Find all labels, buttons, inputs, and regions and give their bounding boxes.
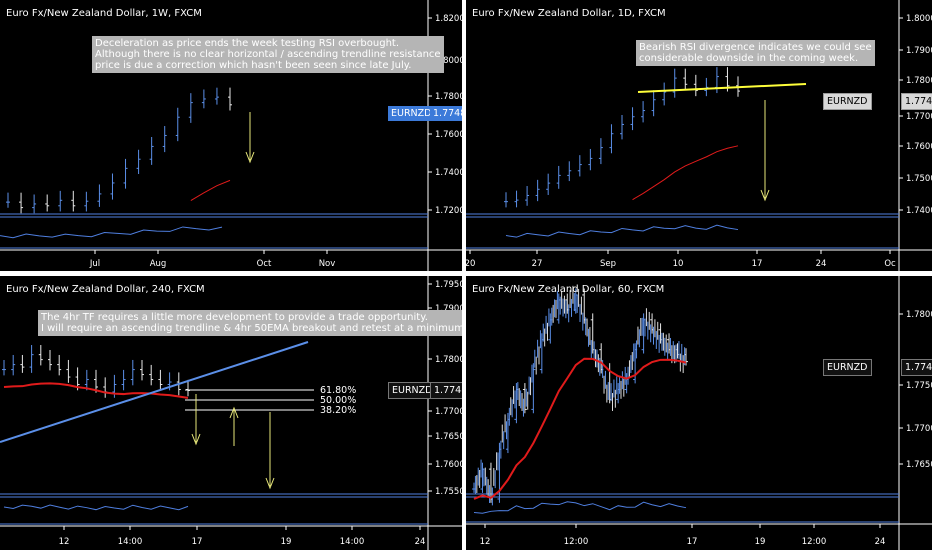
chart-panel-weekly[interactable]: 1.82000 1.80000 1.78000 1.76000 1.74000 1.720… <box>0 0 462 271</box>
1h-chart-svg[interactable]: 1.78000 1.77500 1.77000 1.76500 12 12:00 17 19 1… <box>466 276 932 550</box>
y-tick-label: 1.78000 <box>906 76 932 86</box>
y-tick-label: 1.78000 <box>435 92 462 102</box>
last-price-label: 1.77481 <box>901 93 932 110</box>
x-tick-label: 17 <box>192 537 203 547</box>
chart-panel-daily[interactable]: 1.80000 1.79000 1.78000 1.77000 1.76000 1.750… <box>466 0 932 271</box>
y-tick-label: 1.77000 <box>906 112 932 122</box>
analysis-note: The 4hr TF requires a little more develo… <box>38 310 462 336</box>
resistance-trendline <box>637 83 807 93</box>
symbol-price-tag: EURNZD <box>388 106 435 121</box>
last-price-label: 1.77481 <box>430 382 462 399</box>
ema-line <box>190 179 231 202</box>
x-tick-label: 24 <box>875 537 886 547</box>
y-tick-label: 1.79000 <box>906 46 932 56</box>
y-tick-label: 1.74000 <box>435 168 462 178</box>
note-line: Bearish RSI divergence indicates we coul… <box>639 42 872 53</box>
x-tick-label: 12:00 <box>564 537 589 547</box>
y-tick-label: 1.74000 <box>906 206 932 216</box>
y-tick-label: 1.77500 <box>906 381 932 391</box>
note-line: The 4hr TF requires a little more develo… <box>41 312 428 323</box>
rsi-line <box>473 501 687 514</box>
ema-line <box>3 382 189 399</box>
projection-arrow-head <box>245 151 255 164</box>
y-tick-label: 1.77000 <box>435 407 462 417</box>
y-tick-label: 1.78000 <box>435 355 462 365</box>
x-tick-label: 10 <box>673 259 684 269</box>
daily-chart-svg[interactable]: 1.80000 1.79000 1.78000 1.77000 1.76000 1.750… <box>466 0 932 271</box>
chart-panel-1h[interactable]: 1.78000 1.77500 1.77000 1.76500 12 12:00 17 19 1… <box>466 276 932 550</box>
y-tick-label: 1.76000 <box>435 460 462 470</box>
x-tick-label: 12 <box>480 537 491 547</box>
analysis-note: Deceleration as price ends the week test… <box>92 36 444 73</box>
symbol-tag-label: EURNZD <box>827 96 868 107</box>
projection-arrow-head <box>191 433 201 446</box>
x-tick-label: Nov <box>319 259 336 269</box>
x-tick-label: Oct <box>257 259 272 269</box>
ema-line <box>473 357 687 500</box>
note-line: considerable downside in the coming week… <box>639 53 859 64</box>
y-tick-label: 1.76500 <box>906 460 932 470</box>
last-price-label: 1.77481 <box>430 106 462 121</box>
fib-level-label: 38.20% <box>320 405 356 416</box>
symbol-price-tag: EURNZD <box>823 93 872 110</box>
x-tick-label: Sep <box>600 259 616 269</box>
symbol-tag-label: EURNZD <box>392 385 433 396</box>
symbol-price-tag: EURNZD <box>388 382 437 399</box>
x-tick-label: 12 <box>59 537 70 547</box>
last-price-label: 1.77481 <box>901 359 932 376</box>
x-tick-label: 20 <box>466 259 475 269</box>
analysis-note: Bearish RSI divergence indicates we coul… <box>636 40 875 66</box>
note-line: Deceleration as price ends the week test… <box>95 38 400 49</box>
x-tick-label: 24 <box>816 259 827 269</box>
panel-title: Euro Fx/New Zealand Dollar, 1D, FXCM <box>472 8 666 19</box>
x-tick-label: Oc <box>884 259 896 269</box>
x-tick-label: 19 <box>755 537 766 547</box>
y-tick-label: 1.76500 <box>435 432 462 442</box>
y-tick-label: 1.82000 <box>435 14 462 24</box>
x-tick-label: 14:00 <box>118 537 143 547</box>
symbol-price-tag: EURNZD <box>823 359 872 376</box>
y-tick-label: 1.76000 <box>906 142 932 152</box>
y-tick-label: 1.80000 <box>435 56 462 66</box>
y-tick-label: 1.75000 <box>906 174 932 184</box>
y-tick-label: 1.77000 <box>906 424 932 434</box>
y-tick-label: 1.80000 <box>906 14 932 24</box>
x-tick-label: 17 <box>687 537 698 547</box>
rsi-line <box>505 224 739 238</box>
x-tick-label: 27 <box>532 259 543 269</box>
y-tick-label: 1.76000 <box>435 130 462 140</box>
y-tick-label: 1.75500 <box>435 487 462 497</box>
projection-arrow-head <box>265 477 275 490</box>
x-tick-label: 12:00 <box>802 537 827 547</box>
projection-arrow-head <box>760 189 770 202</box>
weekly-chart-svg[interactable]: 1.82000 1.80000 1.78000 1.76000 1.74000 1.720… <box>0 0 462 271</box>
chart-panel-4h[interactable]: 1.795001.790001.785001.780001.775001.770… <box>0 276 462 550</box>
fib-level-label: 61.80% <box>320 385 356 396</box>
ascending-trendline <box>0 341 309 443</box>
x-tick-label: 14:00 <box>340 537 365 547</box>
note-line: price is due a correction which hasn't b… <box>95 60 412 71</box>
y-tick-label: 1.79500 <box>435 280 462 290</box>
symbol-tag-label: EURNZD <box>827 362 868 373</box>
ema-line <box>632 145 739 201</box>
fib-level-label: 50.00% <box>320 395 356 406</box>
x-tick-label: 17 <box>752 259 763 269</box>
symbol-tag-label: EURNZD <box>391 108 432 119</box>
projection-arrow-head <box>229 406 239 419</box>
note-line: I will require an ascending trendline & … <box>41 323 462 334</box>
x-tick-label: Aug <box>150 259 167 269</box>
y-tick-label: 1.78000 <box>906 310 932 320</box>
panel-title: Euro Fx/New Zealand Dollar, 1W, FXCM <box>6 8 202 19</box>
panel-title: Euro Fx/New Zealand Dollar, 240, FXCM <box>6 284 205 295</box>
note-line: Although there is no clear horizontal / … <box>95 49 441 60</box>
x-tick-label: 19 <box>281 537 292 547</box>
rsi-line <box>0 226 223 239</box>
y-tick-label: 1.72000 <box>435 206 462 216</box>
panel-title: Euro Fx/New Zealand Dollar, 60, FXCM <box>472 284 665 295</box>
y-tick-label: 1.79000 <box>435 304 462 314</box>
rsi-line <box>3 504 189 511</box>
x-tick-label: Jul <box>89 259 100 269</box>
x-tick-label: 24 <box>415 537 426 547</box>
